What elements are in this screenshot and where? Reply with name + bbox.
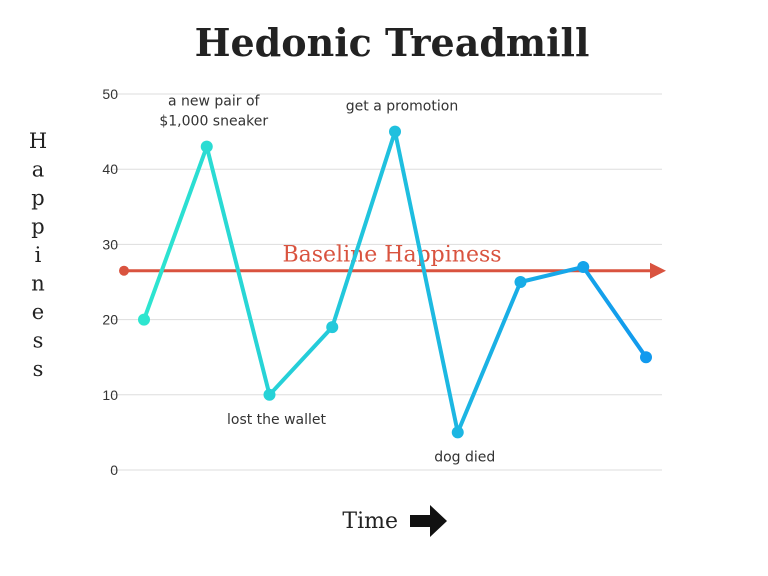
y-tick-label: 0	[110, 462, 118, 478]
y-tick-label: 20	[102, 312, 118, 328]
data-point	[263, 388, 276, 401]
happiness-series-line	[142, 129, 648, 435]
data-point	[200, 140, 213, 153]
event-annotations: a new pair of $1,000 sneaker lost the wall…	[159, 94, 495, 466]
data-point	[577, 260, 590, 273]
data-point	[514, 276, 527, 288]
data-point	[640, 351, 652, 364]
baseline-arrowhead	[650, 262, 666, 279]
y-tick-label: 30	[102, 236, 118, 252]
data-point	[138, 313, 150, 326]
grid-lines	[112, 93, 662, 471]
happiness-data-points	[138, 125, 652, 439]
y-tick-label: 50	[102, 86, 118, 102]
annotation-label: $1,000 sneaker	[159, 114, 268, 130]
data-point	[451, 426, 464, 439]
y-tick-labels: 0 10 20 30 40 50	[102, 86, 118, 478]
annotation-label: a new pair of	[168, 94, 261, 110]
data-point	[389, 125, 401, 138]
y-tick-label: 40	[102, 161, 118, 177]
data-point	[326, 321, 339, 334]
annotation-label: dog died	[434, 449, 495, 465]
baseline-label: Baseline Happiness	[282, 243, 501, 268]
chart-title: Hedonic Treadmill	[195, 20, 590, 65]
arrow-right-icon	[410, 505, 447, 537]
baseline-arrow: Baseline Happiness	[119, 243, 666, 279]
annotation-label: get a promotion	[346, 99, 458, 115]
baseline-start-dot	[119, 265, 129, 276]
annotation-label: lost the wallet	[227, 412, 327, 428]
x-axis-label: Time	[342, 509, 398, 534]
y-tick-label: 10	[102, 387, 118, 403]
